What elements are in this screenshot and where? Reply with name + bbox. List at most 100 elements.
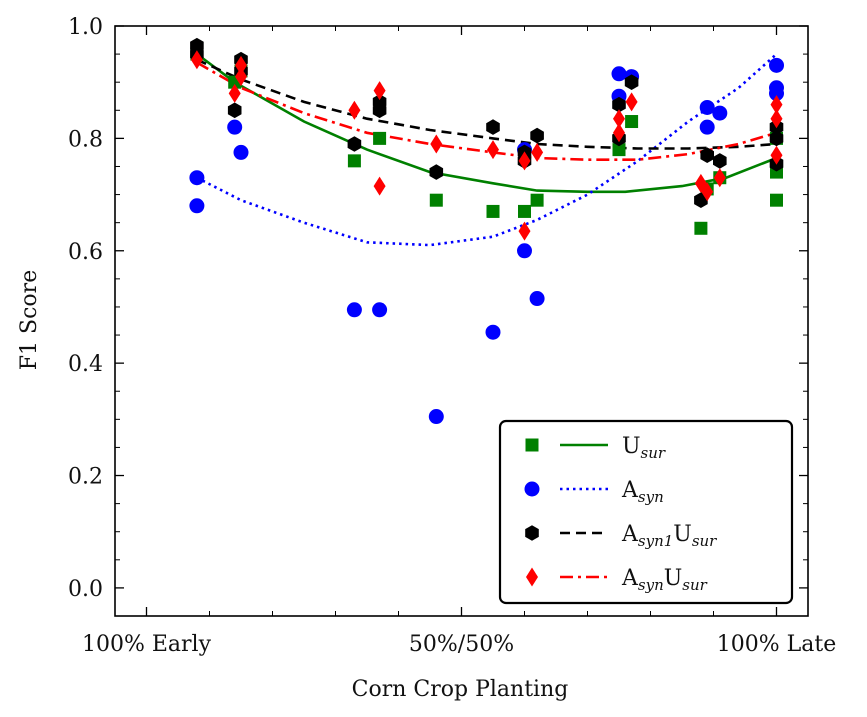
legend-subscript: sur — [641, 444, 666, 462]
data-point — [485, 324, 501, 340]
data-point — [372, 102, 387, 119]
data-point — [612, 143, 626, 157]
data-point — [769, 130, 784, 147]
data-point — [612, 96, 626, 113]
legend-marker — [525, 438, 539, 452]
data-point — [712, 105, 728, 121]
data-point — [487, 140, 499, 160]
data-point — [694, 221, 708, 235]
data-point — [227, 119, 243, 135]
data-point — [372, 302, 388, 318]
y-tick-label: 1.0 — [68, 15, 103, 40]
series-a-synu-sur — [190, 50, 783, 241]
legend-marker — [524, 481, 540, 497]
fit-line-a-synu-sur — [196, 61, 777, 161]
data-point — [190, 50, 203, 70]
legend-marker — [525, 525, 539, 541]
fit-line-a-syn — [196, 53, 778, 247]
data-point — [769, 57, 784, 73]
data-point — [530, 193, 544, 207]
data-point — [699, 119, 715, 135]
data-point — [700, 147, 714, 163]
data-point — [613, 109, 625, 129]
data-point — [518, 204, 531, 218]
legend-entry: Asyn — [524, 478, 664, 506]
data-point — [233, 144, 249, 160]
data-point — [486, 204, 500, 218]
data-point — [625, 92, 638, 112]
legend-box — [498, 419, 794, 605]
data-point — [373, 81, 386, 101]
data-point — [770, 109, 783, 129]
data-point — [373, 176, 386, 196]
data-point — [429, 193, 443, 207]
data-point — [530, 127, 544, 144]
legend-label: Usur — [622, 434, 666, 462]
data-point — [531, 142, 544, 162]
data-point — [713, 153, 727, 169]
y-tick-label: 0.4 — [68, 352, 103, 377]
data-point — [347, 136, 362, 152]
data-point — [347, 154, 361, 168]
data-point — [235, 67, 247, 87]
data-point — [611, 66, 627, 82]
data-point — [770, 95, 783, 115]
data-point — [430, 134, 443, 154]
axis-ticks: 100% Early 50%/50% 100% Late 0.0 0.2 0.4 0.6 0.… — [68, 15, 836, 657]
fit-line-a-syn1u-sur — [196, 58, 777, 150]
y-tick-label: 0.2 — [68, 465, 103, 490]
data-point — [346, 302, 362, 318]
x-tick-label: 100% Early — [82, 632, 212, 657]
data-point — [429, 164, 444, 180]
data-point — [189, 198, 205, 214]
legend-subscript: syn — [638, 488, 664, 506]
fit-lines — [196, 53, 778, 247]
data-point — [228, 83, 241, 103]
y-tick-label: 0.6 — [68, 240, 103, 265]
data-point — [518, 221, 531, 241]
data-point — [235, 55, 247, 75]
data-point — [701, 182, 714, 202]
legend-label: Asyn — [621, 478, 664, 506]
legend-subscript: syn1 — [638, 532, 673, 550]
data-point — [189, 170, 205, 186]
legend-subscript: syn — [638, 576, 664, 594]
legend-main-text: A — [621, 478, 639, 503]
legend-label: Asyn1Usur — [621, 522, 717, 550]
x-tick-label: 50%/50% — [409, 632, 514, 657]
x-axis-label: Corn Crop Planting — [352, 677, 569, 702]
legend-subscript: sur — [692, 532, 717, 550]
legend-marker — [526, 567, 538, 587]
data-points — [189, 37, 784, 425]
legend-main-text: A — [621, 566, 639, 591]
data-point — [428, 409, 444, 425]
data-point — [373, 131, 387, 145]
legend-main-text: A — [621, 522, 639, 547]
data-point — [699, 99, 715, 115]
data-point — [770, 193, 783, 207]
data-point — [624, 74, 639, 90]
legend-subscript: sur — [682, 576, 707, 594]
data-point — [227, 102, 242, 119]
x-tick-label: 100% Late — [717, 632, 836, 657]
data-point — [518, 151, 531, 171]
data-point — [713, 168, 726, 188]
data-point — [486, 119, 500, 135]
legend-entry: Asyn1Usur — [525, 522, 717, 550]
y-axis-label: F1 Score — [17, 270, 42, 370]
legend-main-text: U — [673, 522, 692, 547]
data-point — [348, 100, 361, 120]
data-point — [625, 115, 639, 129]
series-u-sur — [190, 47, 783, 235]
data-point — [529, 291, 545, 307]
data-point — [769, 85, 784, 101]
data-point — [770, 145, 783, 165]
legend-main-text: U — [622, 434, 641, 459]
y-tick-label: 0.8 — [68, 127, 103, 152]
legend-main-text: U — [664, 566, 683, 591]
y-tick-label: 0.0 — [68, 577, 103, 602]
legend-entry: Usur — [525, 434, 666, 462]
data-point — [517, 243, 532, 259]
